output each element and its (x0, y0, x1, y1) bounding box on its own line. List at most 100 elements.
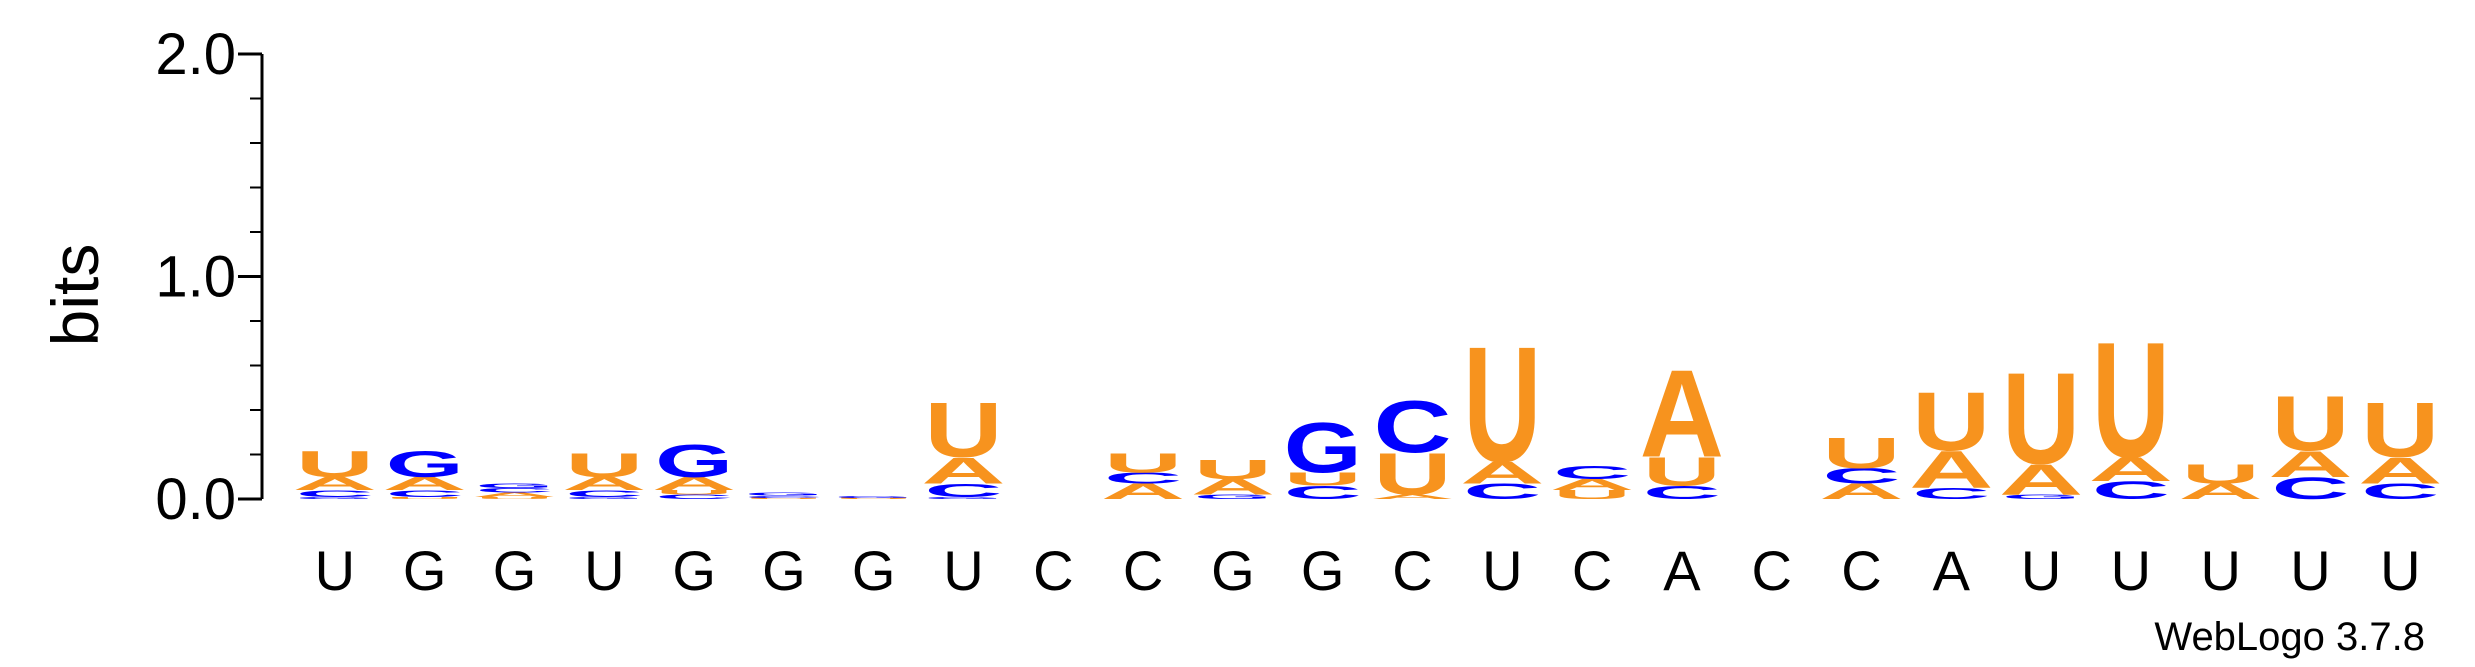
logo-letter-C: C (1643, 482, 1721, 503)
logo-letter-G: G (655, 434, 733, 486)
logo-letter-U: U (1912, 375, 1990, 469)
logo-letter-U: U (1104, 447, 1182, 478)
logo-letter-A: A (2089, 451, 2173, 489)
logo-letter-C: C (924, 480, 1002, 501)
logo-letter-U: U (924, 387, 1002, 474)
x-tick-label: C (1123, 539, 1163, 602)
y-axis: 0.0 1.0 2.0 (155, 22, 264, 532)
y-tick-label: 2.0 (155, 22, 236, 87)
logo-letter-G: G (386, 444, 464, 485)
logo-letter-A: A (1550, 476, 1634, 494)
x-tick-label: C (1392, 539, 1432, 602)
logo-letter-A: A (472, 491, 556, 498)
logo-letter-A: A (921, 450, 1005, 492)
logo-letter-A: A (2178, 479, 2262, 503)
logo-letter-A: A (2358, 450, 2442, 492)
logo-letter-G: G (745, 492, 823, 497)
logo-letter-C: C (655, 493, 733, 500)
logo-letter-C: C (1912, 485, 1990, 502)
logo-letter-G: G (835, 495, 913, 498)
logo-letter-C: C (565, 489, 643, 499)
logo-letter-U: U (1194, 454, 1272, 485)
logo-letter-C: C (1104, 470, 1182, 487)
logo-letter-U: U (2002, 347, 2080, 492)
logo-letter-U: U (475, 496, 553, 499)
logo-letter-U: U (2271, 380, 2349, 467)
x-tick-label: G (493, 539, 537, 602)
logo-letter-G: G (476, 482, 554, 489)
logo-letter-A: A (293, 473, 377, 494)
logo-letter-U: U (1373, 442, 1451, 508)
logo-letter-U: U (1643, 449, 1721, 494)
logo-letter-A: A (1460, 456, 1544, 491)
logo-letter-U: U (745, 498, 823, 500)
logo-letter-A: A (1101, 479, 1185, 503)
logo-letter-A: A (1909, 441, 1993, 500)
x-tick-label: U (943, 539, 983, 602)
logo-letter-U: U (2092, 308, 2170, 492)
logo-letter-U: U (655, 489, 733, 496)
logo-letter-A: A (562, 473, 646, 494)
x-tick-label: C (1033, 539, 1073, 602)
logo-letter-U: U (386, 496, 464, 499)
y-axis-label: bits (38, 244, 112, 347)
logo-letter-G: G (1284, 408, 1362, 488)
logo-letter-U: U (1463, 312, 1541, 496)
logo-letter-U: U (565, 446, 643, 484)
x-tick-label: A (1663, 539, 1701, 602)
logo-letter-C: C (1284, 482, 1362, 503)
x-tick-label: U (2290, 539, 2330, 602)
logo-letter-G: G (925, 496, 1003, 499)
logo-letter-C: C (475, 487, 553, 494)
x-tick-label: G (762, 539, 806, 602)
logo-letter-C: C (1463, 479, 1541, 504)
y-tick-label: 0.0 (155, 467, 236, 532)
logo-letter-U: U (296, 444, 374, 486)
x-tick-label: U (584, 539, 624, 602)
x-tick-label: U (2200, 539, 2240, 602)
y-tick-label: 1.0 (155, 245, 236, 310)
x-tick-label: U (1482, 539, 1522, 602)
x-tick-label: C (1572, 539, 1612, 602)
logo-letter-U: U (1822, 429, 1900, 478)
weblogo-watermark: WebLogo 3.7.8 (2154, 615, 2425, 659)
x-tick-label: U (2111, 539, 2151, 602)
logo-letter-A: A (1819, 479, 1903, 503)
logo-letter-C: C (1373, 385, 1451, 469)
logo-letter-A: A (382, 473, 466, 494)
logo-letter-U: U (2182, 458, 2260, 489)
logo-letter-C: C (2272, 471, 2350, 506)
logo-letter-U: U (1284, 469, 1362, 490)
logo-letter-C: C (745, 495, 823, 498)
logo-letter-G: G (2002, 493, 2080, 500)
x-tick-label: A (1933, 539, 1971, 602)
logo-letter-C: C (2092, 476, 2170, 504)
x-tick-label: G (852, 539, 896, 602)
logo-letter-C: C (2361, 479, 2439, 504)
logo-letter-U: U (2361, 387, 2439, 474)
logo-letter-A: A (1191, 475, 1275, 499)
logo-letter-A: A (1370, 493, 1454, 500)
x-tick-label: U (2021, 539, 2061, 602)
logo-letter-C: C (1553, 462, 1631, 483)
x-tick-label: G (1301, 539, 1345, 602)
x-tick-label: C (1751, 539, 1791, 602)
logo-letter-G: G (1194, 493, 1272, 500)
x-tick-label: G (1211, 539, 1255, 602)
logo-letter-U: U (835, 498, 913, 500)
logo-letter-G: G (565, 496, 643, 499)
logo-letter-A: A (1640, 344, 1724, 483)
x-tick-label: U (315, 539, 355, 602)
x-tick-label: U (2380, 539, 2420, 602)
x-tick-label: G (403, 539, 447, 602)
logo-letter-C: C (386, 489, 464, 499)
logo-letter-C: C (296, 489, 374, 499)
logo-letter-A: A (652, 473, 736, 494)
logo-letter-A: A (2268, 443, 2352, 485)
logo-letter-U: U (1553, 488, 1631, 502)
logo-letter-G: G (296, 496, 374, 499)
logo-letter-C: C (1822, 464, 1900, 489)
